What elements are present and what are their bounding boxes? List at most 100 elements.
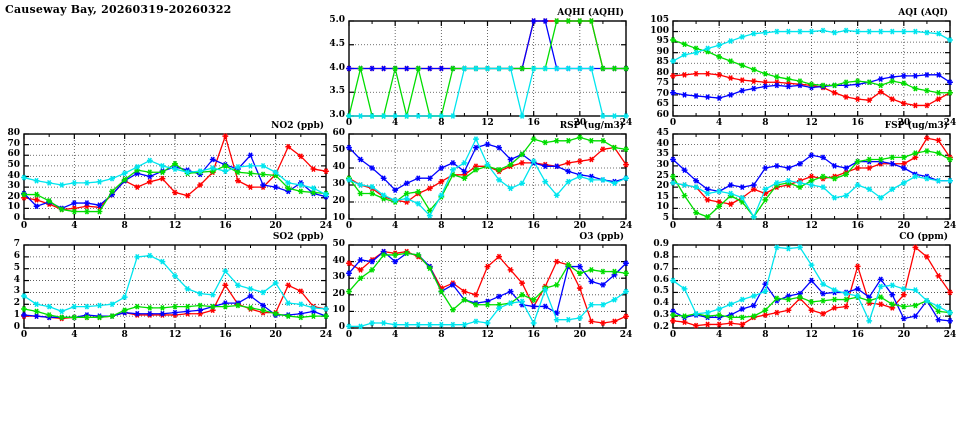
y-tick-label: 105 (650, 15, 669, 25)
x-tick-label: 8 (762, 221, 769, 231)
chart-title-aqi: AQI (AQI) (898, 8, 948, 18)
x-tick-label: 16 (219, 221, 232, 231)
chart-canvas-no2 (21, 133, 329, 220)
y-tick-label: 25 (656, 170, 669, 181)
y-tick-label: 0.6 (653, 274, 669, 285)
chart-panel-no2: NO2 (ppb) 0 10 20 30 40 50 60 70 80 0 4 8 12 16 20 24 (7, 121, 332, 231)
x-tick-label: 16 (219, 330, 232, 340)
y-tick-label: 30 (656, 159, 669, 170)
y-tick-label: 6 (13, 250, 20, 261)
y-tick-label: 30 (332, 272, 345, 283)
y-tick-label: 0.4 (653, 298, 669, 309)
chart-canvas-o3 (346, 244, 629, 330)
y-tick-label: 1 (13, 310, 20, 321)
y-tick-label: 50 (7, 159, 20, 170)
x-tick-label: 20 (269, 330, 282, 340)
x-tick-label: 20 (269, 221, 282, 231)
chart-canvas-so2 (21, 244, 329, 329)
x-tick-label: 4 (392, 330, 399, 340)
y-tick-label: 75 (656, 78, 669, 89)
y-tick-label: 2 (13, 298, 20, 309)
y-tick-label: 35 (656, 149, 669, 160)
y-tick-label: 50 (332, 239, 345, 249)
y-tick-label: 0.9 (653, 239, 669, 249)
y-tick-label: 20 (7, 191, 20, 202)
y-tick-label: 15 (656, 191, 669, 202)
y-tick-label: 10 (7, 202, 20, 213)
x-tick-label: 24 (943, 330, 957, 340)
x-tick-label: 4 (392, 118, 399, 128)
x-tick-label: 20 (573, 221, 587, 231)
x-tick-label: 12 (481, 330, 494, 340)
x-tick-label: 0 (345, 330, 353, 340)
y-tick-label: 95 (656, 36, 669, 47)
chart-panel-aqhi: AQHI (AQHI) 3.0 3.5 4.0 4.5 5.0 0 4 8 12 16 20 24 (329, 8, 632, 128)
x-tick-label: 24 (619, 118, 633, 128)
chart-canvas-aqhi (346, 18, 629, 119)
y-tick-label: 0.2 (653, 322, 669, 332)
x-tick-label: 8 (762, 118, 769, 128)
y-tick-label: 0.5 (653, 286, 669, 297)
y-tick-label: 60 (7, 149, 20, 160)
x-tick-label: 0 (669, 118, 677, 128)
y-tick-label: 5.0 (329, 15, 345, 25)
y-tick-label: 60 (332, 128, 345, 138)
y-tick-label: 65 (656, 99, 669, 110)
y-tick-label: 30 (7, 181, 20, 192)
chart-canvas-aqi (670, 20, 953, 117)
y-tick-label: 40 (7, 170, 20, 181)
x-tick-label: 8 (121, 221, 128, 231)
x-tick-label: 12 (168, 330, 182, 340)
y-tick-label: 60 (656, 110, 669, 120)
y-tick-label: 0.7 (653, 262, 669, 273)
x-tick-label: 8 (438, 221, 445, 231)
x-tick-label: 12 (481, 118, 494, 128)
x-tick-label: 24 (319, 221, 333, 231)
x-tick-label: 16 (851, 330, 864, 340)
chart-panel-co: CO (ppm) 0.2 0.3 0.4 0.5 0.6 0.7 0.8 0.9 0 4 8 12 16 2… (653, 232, 956, 340)
y-tick-label: 0 (13, 322, 20, 332)
x-tick-label: 12 (481, 221, 494, 231)
y-tick-label: 20 (656, 181, 669, 192)
y-tick-label: 70 (7, 138, 20, 149)
x-tick-label: 12 (805, 330, 818, 340)
y-tick-label: 85 (656, 57, 669, 68)
x-tick-label: 16 (527, 330, 540, 340)
x-tick-label: 16 (851, 118, 864, 128)
x-tick-label: 20 (897, 330, 911, 340)
chart-panel-o3: O3 (ppb) 0 10 20 30 40 50 0 4 8 12 16 20 24 (332, 232, 632, 340)
y-tick-label: 5 (662, 213, 669, 223)
x-tick-label: 20 (897, 118, 911, 128)
chart-title-aqhi: AQHI (AQHI) (557, 8, 624, 18)
y-tick-label: 0.8 (653, 250, 669, 261)
y-tick-label: 20 (332, 288, 345, 299)
y-tick-label: 80 (7, 128, 20, 138)
x-tick-label: 0 (20, 330, 28, 340)
x-tick-label: 12 (168, 221, 182, 231)
chart-panel-rsp: RSP (ug/m3) 10 20 30 40 50 60 0 4 8 12 16 20 24 (332, 121, 632, 231)
x-tick-label: 12 (805, 221, 818, 231)
page-title: Causeway Bay, 20260319-20260322 (5, 3, 232, 16)
chart-panel-fsp: FSP (ug/m3) 5 10 15 20 25 30 35 40 45 0 4 8 12 16 20 24 (656, 121, 956, 231)
x-tick-label: 24 (619, 221, 633, 231)
x-tick-label: 20 (573, 118, 587, 128)
y-tick-label: 3.5 (329, 86, 345, 97)
x-tick-label: 0 (20, 221, 28, 231)
y-tick-label: 10 (332, 305, 345, 316)
x-tick-label: 4 (716, 221, 723, 231)
y-tick-label: 40 (656, 138, 669, 149)
chart-panel-so2: SO2 (ppb) 0 1 2 3 4 5 6 7 0 4 8 12 16 20 24 (14, 232, 333, 340)
y-tick-label: 4.0 (329, 62, 345, 73)
x-tick-label: 8 (762, 330, 769, 340)
y-tick-label: 10 (332, 213, 345, 223)
x-tick-label: 24 (619, 330, 633, 340)
y-tick-label: 4 (13, 274, 20, 285)
y-tick-label: 4.5 (329, 38, 345, 49)
x-tick-label: 8 (438, 118, 445, 128)
y-tick-label: 0.3 (653, 310, 669, 321)
x-tick-label: 8 (438, 330, 445, 340)
x-tick-label: 8 (121, 330, 128, 340)
x-tick-label: 16 (527, 221, 540, 231)
x-tick-label: 0 (669, 330, 677, 340)
x-tick-label: 4 (71, 330, 78, 340)
